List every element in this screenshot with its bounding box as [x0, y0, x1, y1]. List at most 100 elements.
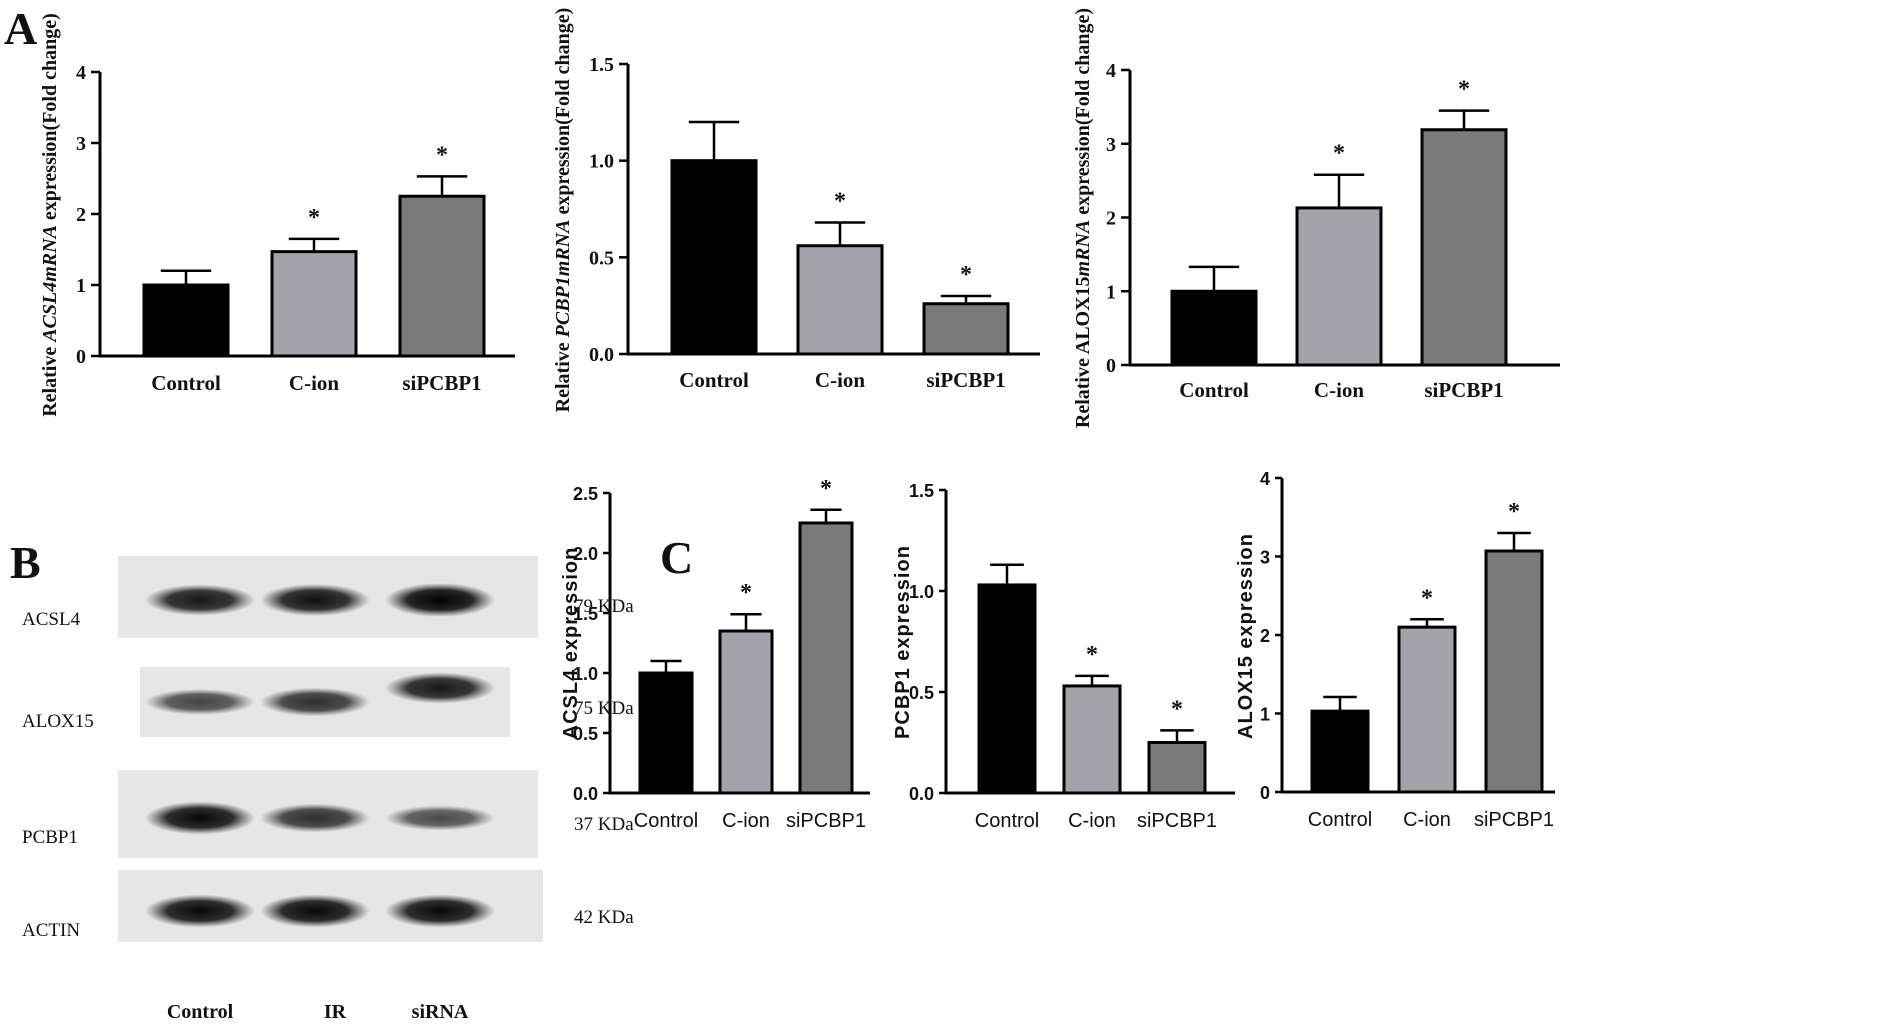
bar-sipcbp1 [398, 194, 486, 358]
blot-lane-label: Control [167, 1001, 234, 1023]
bar-c-ion [796, 244, 884, 356]
y-axis-title-prefix: Relative ALOX15 [1072, 276, 1094, 428]
panel-letter-c: C [660, 532, 693, 583]
blot-row-label: ALOX15 [22, 711, 94, 732]
y-axis-title: PCBP1 expression [892, 545, 914, 739]
blot-band [260, 803, 370, 833]
y-axis-title: ACSL4 expression [560, 547, 582, 740]
y-tick-label: 1 [76, 275, 86, 297]
bar-c-ion [1295, 206, 1383, 367]
y-tick-label: 0 [76, 346, 86, 368]
category-label: Control [1308, 809, 1372, 831]
significance-star: * [1421, 585, 1433, 611]
blot-band [260, 894, 370, 928]
bar-c-ion [1397, 625, 1457, 794]
y-tick-label: 1.0 [573, 664, 598, 684]
category-label: C-ion [1314, 378, 1364, 402]
y-tick-label: 3 [1260, 548, 1270, 568]
y-axis-title-prefix: Relative [552, 337, 574, 412]
category-label: siPCBP1 [786, 810, 866, 832]
blot-band [385, 583, 495, 617]
significance-star: * [1508, 499, 1520, 525]
y-tick-label: 0.5 [909, 683, 934, 703]
bar-c-ion [718, 629, 774, 795]
y-axis-title-suffix: expression(Fold change) [1072, 8, 1094, 220]
blot-lane-label: siRNA [412, 1001, 469, 1023]
y-tick-label: 1 [1106, 281, 1116, 303]
y-tick-label: 1.0 [589, 151, 614, 173]
blot-kda-label: 79 KDa [574, 596, 634, 617]
y-tick-label: 0 [1260, 783, 1270, 803]
blot-band [145, 584, 255, 616]
bar-c-ion [270, 250, 358, 358]
y-tick-label: 1.5 [909, 481, 934, 501]
category-label: Control [679, 368, 749, 392]
bar-sipcbp1 [798, 521, 854, 795]
bar-sipcbp1 [1147, 741, 1207, 795]
y-tick-label: 1.0 [909, 582, 934, 602]
y-axis-title: Relative PCBP1mRNA expression(Fold chang… [552, 8, 574, 413]
blot-band [145, 801, 255, 835]
blot-kda-label: 42 KDa [574, 907, 634, 928]
category-label: siPCBP1 [926, 368, 1005, 392]
category-label: siPCBP1 [1474, 809, 1554, 831]
y-tick-label: 0.0 [573, 784, 598, 804]
blot-band [260, 583, 370, 617]
y-axis-title-gene: ACSL4mRNA [39, 225, 61, 344]
y-axis-title-gene: PCBP1mRNA [552, 220, 574, 339]
category-label: C-ion [289, 371, 339, 395]
category-label: C-ion [815, 368, 865, 392]
blot-kda-label: 75 KDa [574, 698, 634, 719]
bar-c-ion [1062, 684, 1122, 795]
y-axis-title-suffix: expression(Fold change) [39, 13, 61, 225]
category-label: siPCBP1 [1137, 810, 1217, 832]
panel-letter-b: B [10, 537, 41, 588]
significance-star: * [1086, 642, 1098, 668]
y-tick-label: 0.5 [573, 724, 598, 744]
blot-band [260, 687, 370, 717]
bar-control [142, 283, 230, 358]
category-label: Control [634, 810, 698, 832]
chart-alox15-protein: 0 1 2 3 4 Control * C-ion * siPCBP1 ALOX15 express… [1235, 469, 1555, 831]
significance-star: * [308, 205, 320, 231]
blot-band [145, 894, 255, 928]
y-tick-label: 3 [76, 133, 86, 155]
chart-acsl4-protein: 0.0 0.5 1.0 1.5 2.0 2.5 Control * C-ion * siPCBP1 A… [560, 476, 870, 832]
bar-control [1170, 289, 1258, 367]
y-tick-label: 4 [1106, 60, 1116, 82]
bar-control [977, 583, 1037, 795]
y-axis-title: Relative ALOX15mRNA expression(Fold chan… [1072, 8, 1094, 428]
category-label: C-ion [1403, 809, 1451, 831]
y-tick-label: 1.5 [573, 604, 598, 624]
significance-star: * [960, 262, 972, 288]
blot-row-label: PCBP1 [22, 827, 78, 848]
blot-row-label: ACTIN [22, 920, 80, 941]
panel-letter-a: A [4, 3, 37, 54]
y-tick-label: 4 [1260, 469, 1270, 489]
y-tick-label: 2.0 [573, 544, 598, 564]
blot-band [145, 689, 255, 715]
y-tick-label: 1 [1260, 705, 1270, 725]
category-label: siPCBP1 [402, 371, 481, 395]
y-tick-label: 2 [1106, 208, 1116, 230]
category-label: Control [975, 810, 1039, 832]
y-tick-label: 0 [1106, 355, 1116, 377]
y-tick-label: 3 [1106, 134, 1116, 156]
y-axis-title: ALOX15 expression [1235, 533, 1257, 739]
significance-star: * [740, 580, 752, 606]
bar-sipcbp1 [1420, 128, 1508, 367]
bar-control [670, 159, 758, 356]
significance-star: * [1333, 141, 1345, 167]
blot-band [385, 805, 495, 831]
category-label: C-ion [1068, 810, 1116, 832]
category-label: siPCBP1 [1424, 378, 1503, 402]
western-blot: ACSL4 79 KDa ALOX15 75 KDa PCBP1 37 KDa ACTIN 4… [22, 556, 634, 1023]
blot-lane-label: IR [324, 1001, 347, 1023]
y-tick-label: 2 [76, 204, 86, 226]
y-tick-label: 2 [1260, 626, 1270, 646]
significance-star: * [1458, 77, 1470, 103]
y-tick-label: 1.5 [589, 54, 614, 76]
significance-star: * [834, 189, 846, 215]
significance-star: * [436, 142, 448, 168]
blot-row-label: ACSL4 [22, 609, 81, 630]
